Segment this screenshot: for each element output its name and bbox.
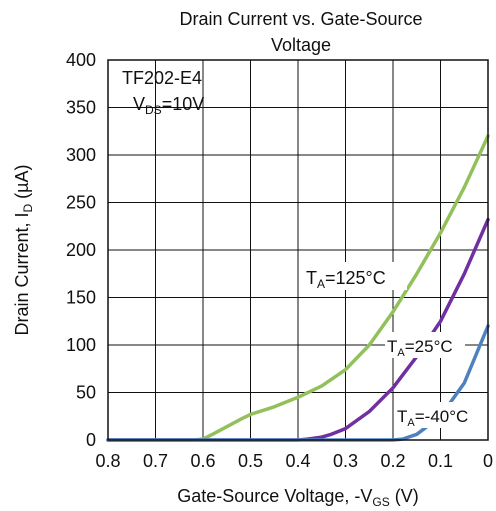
y-tick-label: 100	[66, 335, 96, 355]
chart-title-line-2: Voltage	[271, 35, 331, 55]
legend-label-25c: TA=25°C	[387, 337, 453, 359]
x-axis-label: Gate-Source Voltage, -VGS (V)	[177, 486, 418, 509]
legend-label-125c: TA=125°C	[306, 268, 386, 291]
x-tick-label: 0.8	[95, 451, 120, 471]
x-tick-label: 0.7	[143, 451, 168, 471]
grid	[108, 60, 488, 440]
y-tick-label: 250	[66, 193, 96, 213]
x-tick-label: 0.6	[190, 451, 215, 471]
y-tick-label: 350	[66, 98, 96, 118]
y-tick-label: 150	[66, 288, 96, 308]
chart-title-line-1: Drain Current vs. Gate-Source	[179, 9, 422, 29]
x-tick-label: 0.4	[285, 451, 310, 471]
legend-label-125c-bg	[303, 262, 407, 290]
y-tick-label: 300	[66, 145, 96, 165]
legend-label-minus40c-bg	[394, 402, 482, 428]
x-tick-label: 0	[483, 451, 493, 471]
ticks: 0.8 0.7 0.6 0.5 0.4 0.3 0.2 0.1 0 0 50 100 150 200 250…	[66, 50, 493, 471]
x-tick-label: 0.1	[428, 451, 453, 471]
legend-label-minus40c: TA=-40°C	[397, 407, 468, 429]
plot-frame	[107, 59, 489, 441]
y-tick-label: 50	[76, 383, 96, 403]
part-number: TF202-E4	[122, 68, 202, 88]
legend-label-25c-bg	[385, 332, 465, 358]
x-tick-label: 0.3	[333, 451, 358, 471]
y-tick-label: 0	[86, 430, 96, 450]
x-tick-label: 0.5	[238, 451, 263, 471]
y-tick-label: 400	[66, 50, 96, 70]
x-tick-label: 0.2	[380, 451, 405, 471]
y-tick-label: 200	[66, 240, 96, 260]
condition-label: VDS=10V	[133, 94, 204, 117]
y-axis-label: Drain Current, ID (µA)	[12, 164, 35, 335]
